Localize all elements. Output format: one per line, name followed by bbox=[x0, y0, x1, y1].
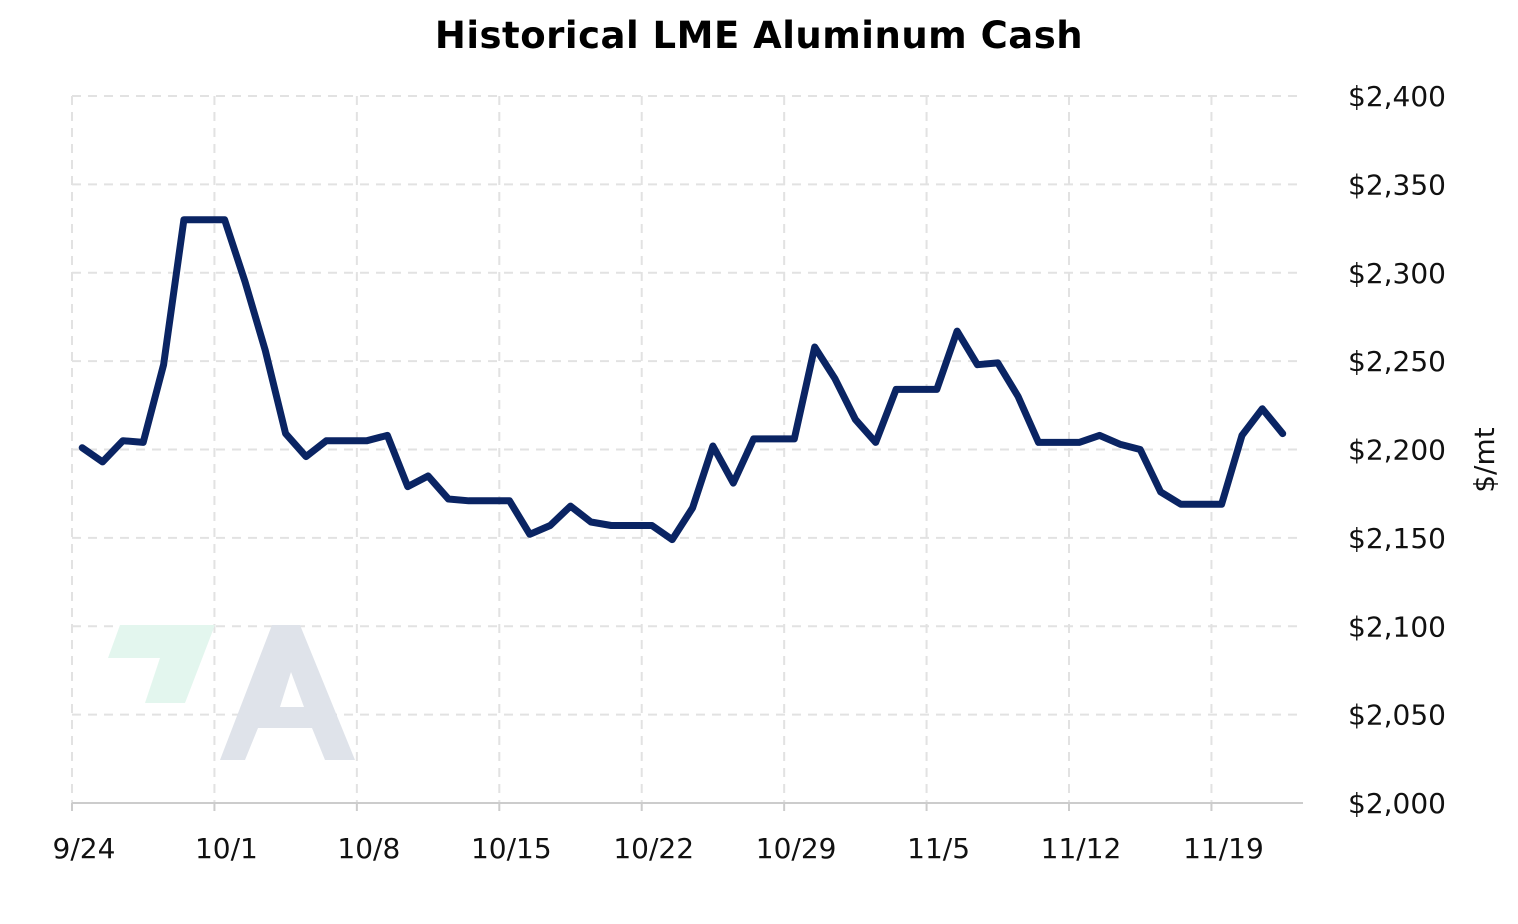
x-tick-label: 11/5 bbox=[907, 832, 970, 865]
chart-title: Historical LME Aluminum Cash bbox=[434, 14, 1084, 57]
x-tick-label: 11/12 bbox=[1041, 832, 1122, 865]
x-axis-tick-labels: 9/24 10/1 10/8 10/15 10/22 10/29 11/5 11/12 11/1… bbox=[53, 832, 1264, 865]
series-line bbox=[78, 216, 1287, 544]
watermark-flag-shape bbox=[108, 625, 215, 703]
y-tick-label: $2,050 bbox=[1348, 699, 1446, 732]
x-tick-label: 10/22 bbox=[613, 832, 694, 865]
x-tick-label: 10/1 bbox=[195, 832, 258, 865]
y-tick-label: $2,000 bbox=[1348, 787, 1446, 820]
brand-watermark-logo bbox=[108, 625, 355, 760]
watermark-letter-a-shape bbox=[220, 625, 355, 760]
x-tick-label: 10/8 bbox=[337, 832, 400, 865]
y-axis-title: $/mt bbox=[1468, 427, 1501, 493]
y-tick-label: $2,250 bbox=[1348, 345, 1446, 378]
grid-lines bbox=[71, 95, 1303, 803]
y-tick-label: $2,200 bbox=[1348, 434, 1446, 467]
y-tick-label: $2,300 bbox=[1348, 257, 1446, 290]
x-tick-label: 9/24 bbox=[53, 832, 116, 865]
x-tick-label: 11/19 bbox=[1183, 832, 1264, 865]
y-axis-tick-labels: $2,000 $2,050 $2,100 $2,150 $2,200 $2,250 $2,3… bbox=[1348, 80, 1446, 820]
y-tick-label: $2,150 bbox=[1348, 522, 1446, 555]
series-group bbox=[78, 216, 1287, 544]
y-tick-label: $2,400 bbox=[1348, 80, 1446, 113]
x-tick-label: 10/15 bbox=[471, 832, 552, 865]
y-tick-label: $2,100 bbox=[1348, 610, 1446, 643]
axes bbox=[71, 802, 1303, 811]
y-tick-label: $2,350 bbox=[1348, 168, 1446, 201]
x-tick-label: 10/29 bbox=[756, 832, 837, 865]
